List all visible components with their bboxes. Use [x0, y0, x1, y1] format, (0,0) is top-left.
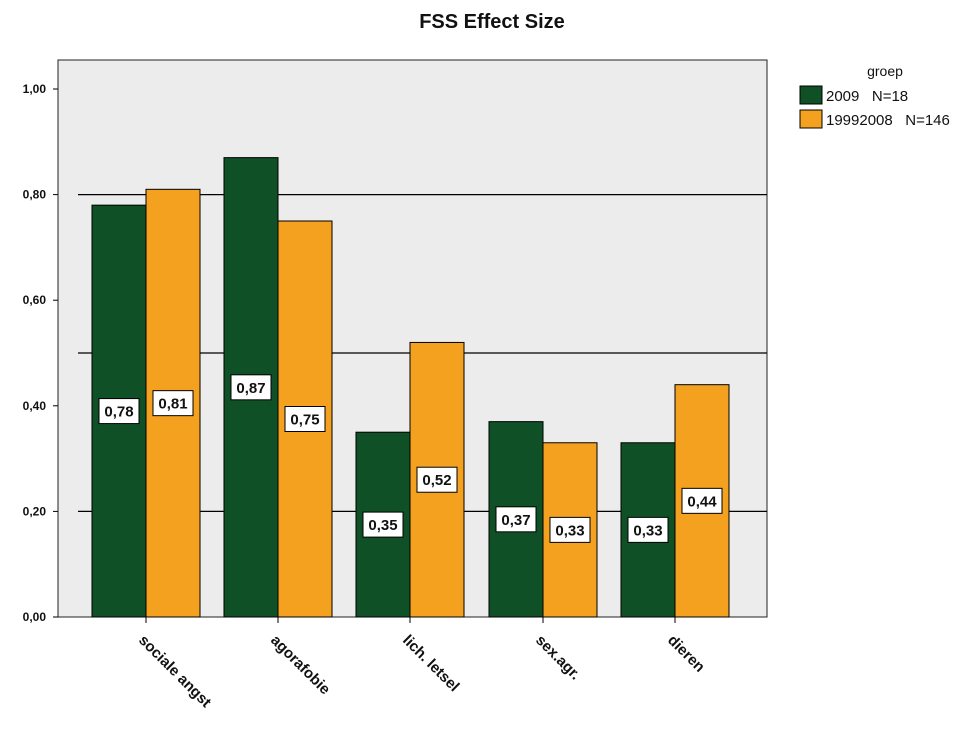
data-label-box: [495, 506, 537, 533]
legend-swatch: [799, 85, 823, 105]
y-tick-label: 0,40: [23, 399, 47, 413]
data-label: 0,87: [236, 380, 265, 397]
data-label: 0,78: [104, 404, 133, 421]
x-tick-label: dieren: [664, 632, 708, 676]
data-label: 0,75: [290, 412, 319, 429]
y-tick-label: 0,80: [23, 188, 47, 202]
data-label: 0,81: [158, 396, 187, 413]
legend: groep 2009 N=18 19992008 N=146: [799, 63, 950, 129]
data-label-box: [549, 516, 591, 543]
data-label-box: [416, 466, 458, 493]
x-tick-label: lich. letsel: [399, 632, 462, 695]
legend-label: 2009 N=18: [826, 88, 908, 105]
data-label: 0,33: [633, 522, 662, 539]
data-label-box: [362, 511, 404, 538]
data-label: 0,35: [368, 517, 397, 534]
data-label-box: [230, 374, 272, 401]
chart-title: FSS Effect Size: [419, 11, 565, 33]
y-tick-label: 0,60: [23, 293, 47, 307]
x-tick-label: sex.agr.: [532, 632, 584, 684]
legend-label: 19992008 N=146: [826, 112, 950, 129]
y-tick-label: 1,00: [23, 82, 47, 96]
data-label-box: [98, 398, 140, 425]
x-tick-label: agorafobie: [267, 632, 333, 698]
data-label-box: [681, 487, 723, 514]
y-tick-label: 0,20: [23, 504, 47, 518]
x-tick-label: sociale angst: [135, 632, 214, 711]
legend-title: groep: [867, 63, 903, 79]
legend-swatch: [799, 109, 823, 129]
data-label-box: [152, 390, 194, 417]
data-label-box: [627, 516, 669, 543]
data-label: 0,37: [501, 512, 530, 529]
data-label-box: [284, 406, 326, 432]
y-tick-label: 0,00: [23, 610, 47, 624]
data-label: 0,52: [422, 472, 451, 489]
data-label: 0,33: [555, 522, 584, 539]
data-label: 0,44: [687, 493, 717, 510]
